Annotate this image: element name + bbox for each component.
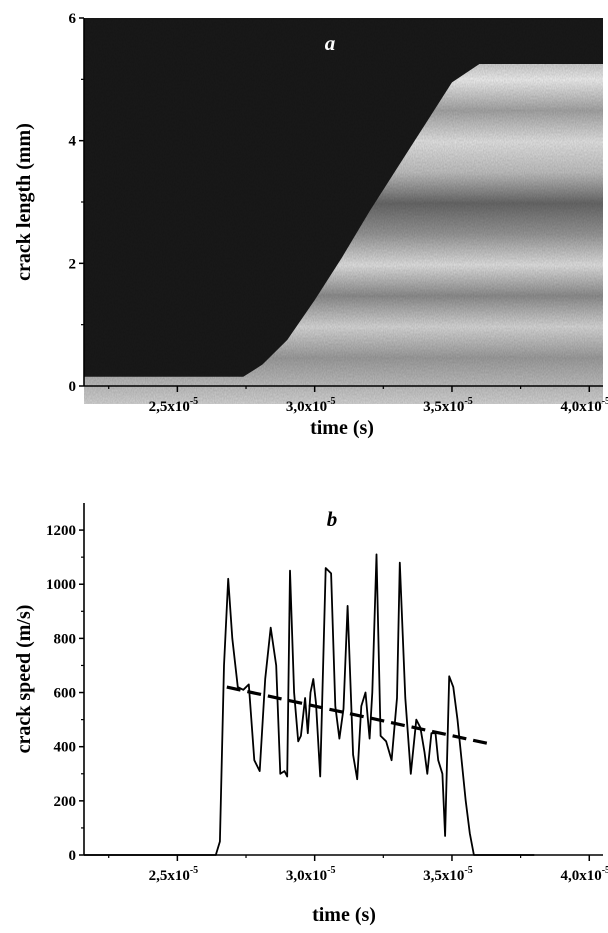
panel-a-x-tick-label: 3,5x10-5 — [423, 396, 473, 415]
trend-line-dashed — [226, 685, 491, 746]
panel-b-y-tick-label: 1000 — [46, 577, 76, 593]
panel-b-x-tick-label: 4,0x10-5 — [560, 865, 608, 884]
panel-a-y-tick-label: 0 — [69, 379, 77, 395]
panel-a-heatmap: 0 2 4 6 2,5x10-5 3,0x10-5 3,5x10-5 4,0x10-5 a c… — [13, 11, 608, 439]
panel-a-x-tick-label: 4,0x10-5 — [560, 396, 608, 415]
panel-b-y-tick-label: 600 — [54, 686, 77, 702]
crack-speed-line — [84, 553, 535, 856]
panel-b-axes: 0 200 400 600 800 1000 1200 2,5x10-5 3,0x10-5 3,5… — [46, 503, 608, 884]
panel-b-x-tick-label: 2,5x10-5 — [149, 865, 199, 884]
panel-b-series — [84, 553, 535, 856]
panel-a-x-axis-label: time (s) — [310, 417, 374, 439]
panel-b-y-tick-label: 800 — [54, 631, 77, 647]
panel-b-y-tick-label: 0 — [69, 848, 77, 864]
panel-b-y-tick-label: 200 — [54, 794, 77, 810]
panel-a-label: a — [325, 31, 336, 55]
panel-a-axes: 0 2 4 6 2,5x10-5 3,0x10-5 3,5x10-5 4,0x10-5 — [69, 11, 608, 415]
panel-b-x-axis-label: time (s) — [312, 904, 376, 926]
panel-a-y-tick-label: 6 — [69, 11, 77, 27]
panel-a-y-tick-label: 4 — [69, 134, 77, 150]
panel-b-y-tick-label: 1200 — [46, 523, 76, 539]
panel-b-label: b — [327, 507, 338, 531]
panel-a-x-tick-label: 3,0x10-5 — [286, 396, 336, 415]
panel-a-y-tick-label: 2 — [69, 256, 77, 272]
panel-b-y-tick-label: 400 — [54, 740, 77, 756]
panel-a-x-tick-label: 2,5x10-5 — [149, 396, 199, 415]
panel-b-y-axis-label: crack speed (m/s) — [13, 605, 35, 754]
crack-image-grain — [84, 18, 603, 404]
panel-b-x-tick-label: 3,5x10-5 — [423, 865, 473, 884]
panel-b-x-tick-label: 3,0x10-5 — [286, 865, 336, 884]
panel-b-line-chart: 0 200 400 600 800 1000 1200 2,5x10-5 3,0x10-5 3,5… — [13, 503, 608, 926]
panel-a-y-axis-label: crack length (mm) — [13, 123, 35, 281]
